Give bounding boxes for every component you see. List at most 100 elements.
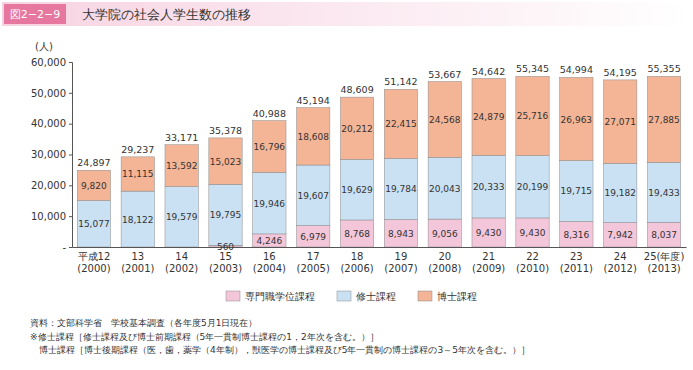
data-label: 20,333 bbox=[473, 182, 505, 192]
x-tick-label-line: (2004) bbox=[253, 263, 286, 274]
x-tick-label-line: 24 bbox=[614, 251, 627, 262]
x-tick-label: 15(2003) bbox=[209, 251, 242, 274]
x-tick-label-line: 25(年度) bbox=[644, 251, 685, 262]
y-tick-mark bbox=[69, 185, 72, 186]
data-label: 9,056 bbox=[432, 229, 458, 239]
data-label: 9,430 bbox=[476, 228, 502, 238]
x-tick-label: 平成12(2000) bbox=[77, 251, 110, 274]
x-tick-label-line: 14 bbox=[175, 251, 188, 262]
total-label: 54,195 bbox=[604, 67, 637, 78]
x-tick: 21(2009) bbox=[472, 247, 505, 274]
x-tick-label: 19(2007) bbox=[384, 251, 417, 274]
bar-segment bbox=[340, 220, 373, 247]
x-tick-label: 17(2005) bbox=[297, 251, 330, 274]
bar-segment bbox=[297, 108, 330, 165]
data-label: 6,979 bbox=[300, 232, 326, 242]
bar-segment bbox=[560, 161, 593, 222]
y-tick: - bbox=[62, 242, 72, 253]
data-label: 27,071 bbox=[604, 117, 636, 127]
x-tick: 13(2001) bbox=[121, 247, 154, 274]
x-tick-label-line: (2002) bbox=[165, 263, 198, 274]
y-tick: 40,000 bbox=[31, 118, 72, 129]
bar-segment bbox=[428, 157, 461, 219]
bar-segment bbox=[77, 201, 110, 247]
x-tick-label: 13(2001) bbox=[121, 251, 154, 274]
y-tick-label: 60,000 bbox=[31, 57, 66, 68]
x-tick-label-line: (2010) bbox=[516, 263, 549, 274]
bar-segment bbox=[209, 184, 242, 245]
bar-segment bbox=[604, 163, 637, 222]
y-tick: 30,000 bbox=[31, 149, 72, 160]
x-tick: 16(2004) bbox=[253, 247, 286, 274]
bar-segment bbox=[297, 165, 330, 225]
x-tick-label-line: (2001) bbox=[121, 263, 154, 274]
x-tick-label-line: 21 bbox=[482, 251, 495, 262]
x-tick-label: 21(2009) bbox=[472, 251, 505, 274]
y-tick-label: 20,000 bbox=[31, 180, 66, 191]
bar-segment bbox=[560, 77, 593, 160]
data-label: 8,943 bbox=[388, 229, 414, 239]
totals: 24,89729,23733,17135,37840,98845,19448,6… bbox=[77, 63, 680, 168]
bar-segment bbox=[472, 218, 505, 247]
y-tick-label: 40,000 bbox=[31, 118, 66, 129]
data-label: 26,963 bbox=[561, 115, 593, 125]
title: 大学院の社会人学生数の推移 bbox=[82, 7, 251, 22]
data-label: 19,629 bbox=[341, 185, 373, 195]
data-label: 19,182 bbox=[604, 188, 636, 198]
bar-segment bbox=[428, 219, 461, 247]
bar-segment bbox=[340, 159, 373, 220]
bar-segment bbox=[253, 121, 286, 173]
y-tick: 10,000 bbox=[31, 211, 72, 222]
x-tick: 14(2002) bbox=[165, 247, 198, 274]
data-label: 19,715 bbox=[561, 186, 593, 196]
data-label: 24,879 bbox=[473, 112, 505, 122]
x-tick-label: 20(2008) bbox=[428, 251, 461, 274]
data-label: 24,568 bbox=[429, 115, 461, 125]
x-tick-label-line: 19 bbox=[395, 251, 408, 262]
bar-segment bbox=[472, 79, 505, 156]
total-label: 45,194 bbox=[297, 95, 330, 106]
legend-label: 修士課程 bbox=[356, 291, 396, 302]
data-label: 19,433 bbox=[648, 188, 680, 198]
total-label: 48,609 bbox=[340, 84, 373, 95]
bar-segment bbox=[384, 158, 417, 219]
x-tick-label-line: (2013) bbox=[647, 263, 680, 274]
data-label: 19,795 bbox=[210, 210, 242, 220]
x-tick-label-line: (2005) bbox=[297, 263, 330, 274]
x-tick: 25(年度)(2013) bbox=[644, 247, 685, 274]
data-label: 11,115 bbox=[122, 169, 154, 179]
x-tick-label: 14(2002) bbox=[165, 251, 198, 274]
bar-segment bbox=[77, 170, 110, 200]
total-label: 55,345 bbox=[516, 63, 549, 74]
x-tick-label-line: 16 bbox=[263, 251, 276, 262]
x-tick: 19(2007) bbox=[384, 247, 417, 274]
bar-segment bbox=[121, 191, 154, 247]
total-label: 29,237 bbox=[121, 144, 154, 155]
x-tick-label-line: 22 bbox=[526, 251, 539, 262]
y-tick-mark bbox=[69, 124, 72, 125]
data-label: 19,946 bbox=[254, 199, 286, 209]
y-axis-line bbox=[69, 63, 73, 248]
y-tick-label: 10,000 bbox=[31, 211, 66, 222]
bar-segment bbox=[253, 234, 286, 247]
bar-segment bbox=[647, 76, 680, 162]
bar-segment bbox=[516, 156, 549, 218]
x-tick-label-line: 23 bbox=[570, 251, 583, 262]
x-tick: 20(2008) bbox=[428, 247, 461, 274]
total-label: 53,667 bbox=[428, 69, 461, 80]
legend-swatch bbox=[418, 291, 432, 301]
x-tick-label-line: 15 bbox=[219, 251, 232, 262]
data-label: 20,043 bbox=[429, 184, 461, 194]
data-label: 18,122 bbox=[122, 215, 154, 225]
data-label: 13,592 bbox=[166, 161, 198, 171]
data-labels: 15,0779,82018,12211,11519,57913,59256019… bbox=[78, 111, 680, 251]
x-tick-label: 25(年度)(2013) bbox=[644, 251, 685, 274]
data-label: 8,037 bbox=[651, 230, 677, 240]
chart: 図2−2−9 大学院の社会人学生数の推移 - 10,000 20,000 30,000 40… bbox=[0, 0, 693, 370]
bar-segment bbox=[384, 89, 417, 158]
data-label: 16,796 bbox=[254, 142, 286, 152]
y-axis: -10,00020,00030,00040,00050,00060,000 bbox=[31, 57, 73, 253]
figure-number: 図2−2−9 bbox=[10, 8, 60, 21]
legend: 専門職学位課程修士課程博士課程 bbox=[226, 291, 477, 302]
x-tick: 24(2012) bbox=[604, 247, 637, 274]
